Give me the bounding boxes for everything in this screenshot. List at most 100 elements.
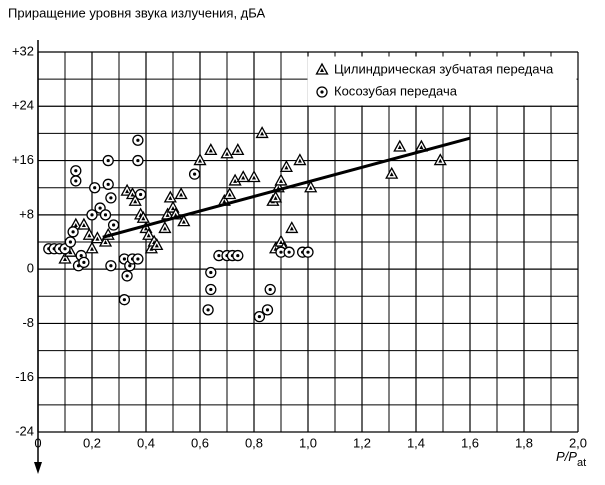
marker (132, 134, 144, 146)
marker (132, 253, 144, 265)
marker (255, 126, 269, 139)
marker-dot (74, 179, 78, 183)
marker (188, 168, 201, 180)
marker (316, 86, 328, 98)
x-tick-label: 0,8 (245, 435, 263, 450)
marker-dot (209, 287, 213, 292)
marker-inner (95, 236, 100, 241)
marker-dot (236, 253, 240, 258)
x-tick-label: 1,4 (407, 435, 425, 450)
y-tick-label: +8 (19, 206, 34, 221)
marker (232, 249, 244, 262)
marker (163, 190, 177, 203)
marker-inner (133, 199, 138, 204)
marker-inner (297, 158, 302, 163)
marker (78, 256, 90, 269)
marker (220, 146, 234, 159)
trend-line (102, 136, 471, 239)
marker-dot (206, 308, 210, 312)
y-tick-label: 0 (27, 261, 34, 276)
marker (293, 153, 307, 166)
marker-inner (141, 216, 146, 221)
marker (128, 193, 142, 206)
marker (205, 283, 217, 296)
marker (302, 246, 314, 258)
marker (236, 170, 250, 183)
marker-inner (125, 189, 130, 194)
marker-dot (257, 315, 261, 319)
marker (67, 226, 79, 238)
x-tick-label: 1,6 (461, 435, 479, 450)
marker (231, 143, 245, 156)
y-tick-label: -8 (22, 315, 34, 330)
marker (393, 139, 407, 152)
marker-dot (122, 257, 126, 261)
marker (274, 173, 288, 186)
marker-dot (128, 264, 132, 268)
marker (136, 210, 150, 223)
marker (269, 190, 283, 203)
marker (279, 160, 293, 173)
marker (82, 227, 96, 240)
marker-dot (106, 158, 110, 163)
marker (264, 283, 276, 296)
marker (253, 310, 266, 323)
marker (98, 234, 113, 247)
marker (64, 236, 77, 248)
marker (107, 219, 120, 231)
marker-inner (73, 223, 78, 228)
marker-dot (90, 213, 94, 217)
marker-dot (63, 247, 67, 251)
x-tick-label: 0,2 (83, 435, 101, 450)
marker-dot (74, 169, 78, 173)
x-tick-label: 2,0 (569, 435, 587, 450)
marker-dot (82, 260, 86, 264)
marker-inner (284, 165, 289, 170)
marker-inner (162, 226, 167, 231)
legend-label: Цилиндрическая зубчатая передача (334, 61, 554, 76)
marker-inner (208, 148, 213, 153)
marker-dot (306, 250, 310, 254)
y-axis-title: Приращение уровня звука излучения, дБА (8, 5, 266, 20)
marker-inner (63, 256, 67, 261)
legend: Цилиндрическая зубчатая передача Косозуба… (307, 56, 577, 106)
marker (105, 260, 117, 272)
marker-inner (279, 178, 283, 183)
marker-dot (98, 206, 102, 210)
marker (285, 221, 299, 234)
marker-dot (68, 240, 72, 244)
marker-dot (136, 158, 140, 163)
x-tick-label: 0,4 (137, 435, 155, 450)
marker (105, 192, 117, 204)
marker (58, 251, 72, 264)
marker (304, 180, 318, 193)
marker-dot (93, 186, 97, 190)
marker-inner (87, 233, 92, 238)
marker-inner (198, 158, 202, 163)
marker-dot (109, 264, 113, 268)
marker (142, 227, 156, 240)
axis-arrow (34, 462, 42, 474)
marker-dot (109, 196, 113, 200)
marker (158, 221, 172, 234)
marker-dot (71, 230, 75, 234)
marker-inner (68, 250, 73, 255)
marker-inner (165, 212, 170, 217)
marker-dot (287, 250, 291, 254)
marker-dot (136, 257, 140, 261)
marker-dot (112, 223, 116, 227)
marker (86, 209, 98, 221)
marker-dot (209, 270, 213, 275)
marker (85, 241, 99, 254)
marker-inner (227, 192, 232, 197)
marker (275, 246, 287, 258)
marker-inner (279, 240, 283, 244)
marker (205, 266, 217, 279)
marker (118, 294, 131, 306)
marker-dot (268, 287, 272, 292)
y-tick-label: -24 (15, 423, 34, 438)
marker-inner (90, 246, 94, 251)
marker (385, 166, 399, 179)
marker-inner (81, 223, 86, 228)
